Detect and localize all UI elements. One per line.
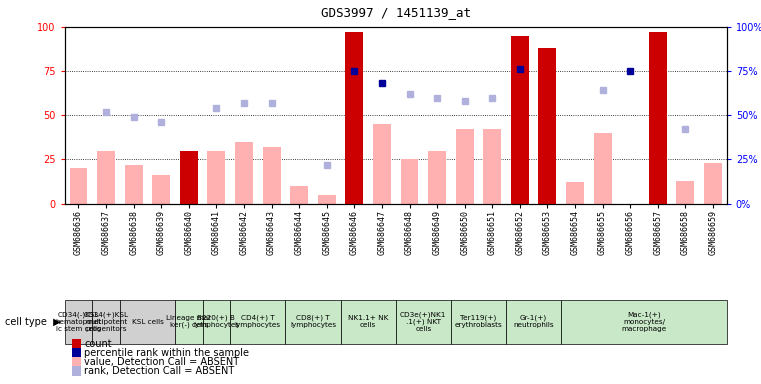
Bar [125,165,142,204]
Bar [649,32,667,204]
Bar [202,300,230,344]
Text: count: count [84,339,112,349]
Text: CD3e(+)NK1
.1(+) NKT
cells: CD3e(+)NK1 .1(+) NKT cells [400,311,447,332]
Text: rank, Detection Call = ABSENT: rank, Detection Call = ABSENT [84,366,234,376]
Bar [318,195,336,204]
Bar [208,151,225,204]
Bar [428,151,446,204]
Bar [180,151,198,204]
Bar [483,129,501,204]
Text: cell type  ▶: cell type ▶ [5,316,61,327]
Text: B220(+) B
lymphocytes: B220(+) B lymphocytes [193,315,240,328]
Bar [704,163,722,204]
Bar [341,300,396,344]
Bar [396,300,451,344]
Bar [69,168,88,204]
Bar [230,300,285,344]
Text: KSL cells: KSL cells [132,319,164,324]
Bar [539,48,556,204]
Bar [561,300,727,344]
Bar [97,151,115,204]
Bar [506,300,561,344]
Text: GDS3997 / 1451139_at: GDS3997 / 1451139_at [320,6,471,19]
Bar [152,175,170,204]
Bar [175,300,202,344]
Bar [285,300,341,344]
Bar [400,159,419,204]
Bar [566,182,584,204]
Bar [290,186,308,204]
Bar [677,180,694,204]
Text: value, Detection Call = ABSENT: value, Detection Call = ABSENT [84,357,240,367]
Bar [451,300,506,344]
Bar [92,300,120,344]
Text: Lineage mar
ker(-) cells: Lineage mar ker(-) cells [166,315,212,328]
Bar [345,32,363,204]
Bar [594,133,612,204]
Text: CD8(+) T
lymphocytes: CD8(+) T lymphocytes [290,315,336,328]
Bar [373,124,391,204]
Bar [263,147,281,204]
Bar [511,36,529,204]
Text: NK1.1+ NK
cells: NK1.1+ NK cells [348,315,388,328]
Text: Gr-1(+)
neutrophils: Gr-1(+) neutrophils [514,315,554,328]
Bar [180,151,198,204]
Text: Mac-1(+)
monocytes/
macrophage: Mac-1(+) monocytes/ macrophage [622,311,667,332]
Bar [120,300,175,344]
Bar [65,300,92,344]
Text: Ter119(+)
erythroblasts: Ter119(+) erythroblasts [454,315,502,328]
Bar [456,129,473,204]
Text: CD34(-)KSL
hematopoiet
ic stem cells: CD34(-)KSL hematopoiet ic stem cells [56,311,101,332]
Text: CD34(+)KSL
multipotent
progenitors: CD34(+)KSL multipotent progenitors [84,311,129,332]
Text: percentile rank within the sample: percentile rank within the sample [84,348,250,358]
Bar [235,142,253,204]
Text: CD4(+) T
lymphocytes: CD4(+) T lymphocytes [234,315,281,328]
